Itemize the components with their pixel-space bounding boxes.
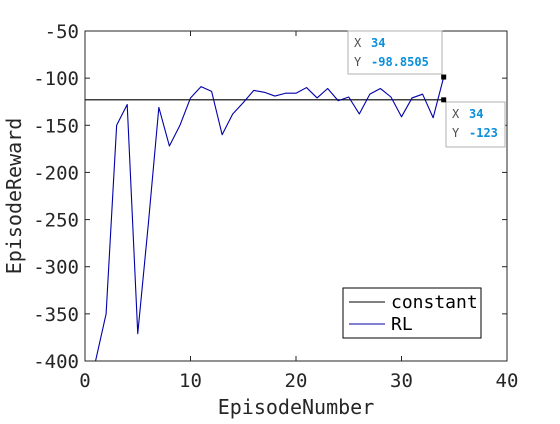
datatip-box	[347, 30, 443, 75]
legend-label-constant: constant	[391, 292, 478, 313]
datatip-marker[interactable]	[441, 97, 447, 103]
y-tick-label: -100	[33, 68, 79, 90]
datatip-y-key: Y	[452, 126, 460, 140]
y-axis-label: EpisodeReward	[2, 118, 26, 275]
x-tick-label: 20	[285, 370, 308, 392]
datatip-y-value: -98.8505	[371, 55, 429, 69]
series-line-rl[interactable]	[95, 76, 445, 362]
y-tick-label: -200	[33, 162, 79, 184]
y-tick-label: -150	[33, 115, 79, 137]
datatip-marker[interactable]	[441, 74, 447, 80]
series-layer	[85, 76, 445, 362]
x-tick-label: 0	[79, 370, 90, 392]
datatip-rl[interactable]: X 34 Y -98.8505	[347, 30, 447, 80]
datatip-x-key: X	[354, 36, 362, 50]
y-tick-label: -50	[45, 21, 79, 43]
y-tick-label: -250	[33, 210, 79, 232]
ticks: 0 10 20 30 40 -400 -350 -300 -250 -200 -150 -100 -50	[33, 21, 518, 392]
datatip-constant[interactable]: X 34 Y -123	[441, 97, 506, 148]
datatip-box	[445, 101, 506, 148]
x-tick-label: 10	[179, 370, 202, 392]
y-tick-label: -300	[33, 257, 79, 279]
datatip-x-key: X	[452, 107, 460, 121]
x-axis-label: EpisodeNumber	[218, 395, 375, 419]
datatip-y-value: -123	[469, 126, 498, 140]
x-tick-label: 40	[496, 370, 519, 392]
legend[interactable]: constant RL	[342, 287, 482, 339]
y-tick-label: -400	[33, 351, 79, 373]
legend-box	[342, 287, 482, 339]
y-tick-label: -350	[33, 304, 79, 326]
datatip-x-value: 34	[469, 107, 483, 121]
datatip-y-key: Y	[354, 55, 362, 69]
datatip-x-value: 34	[371, 36, 385, 50]
x-tick-label: 30	[390, 370, 413, 392]
legend-label-rl: RL	[391, 314, 413, 335]
